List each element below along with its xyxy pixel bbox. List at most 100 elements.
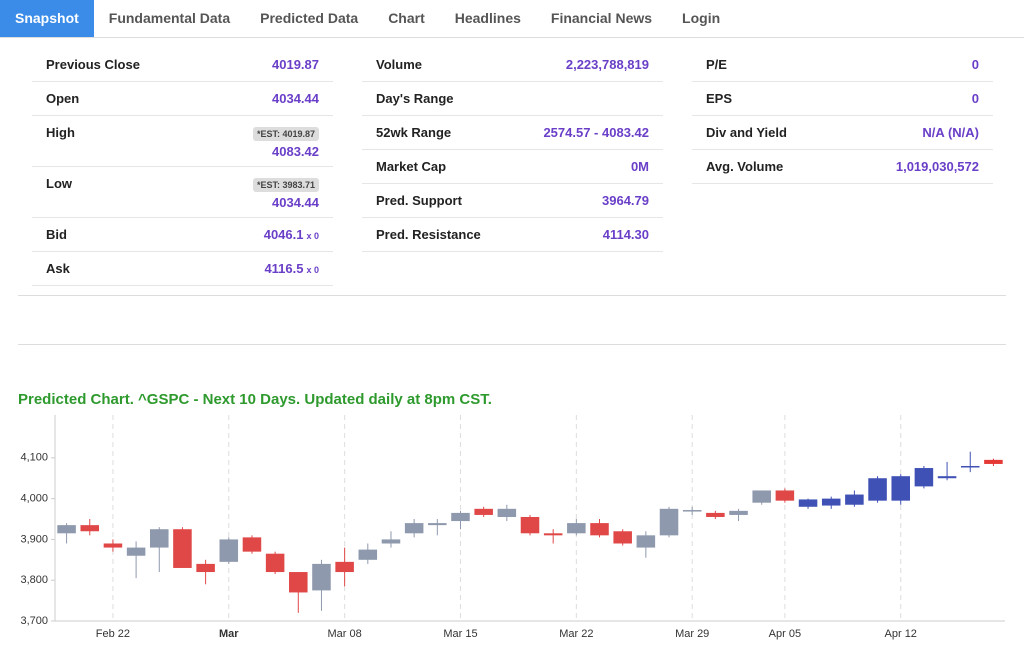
stats-row: Open 4034.44 (32, 82, 333, 116)
value-line: 4116.5 x 0 (264, 261, 319, 276)
stat-value: 1,019,030,572 (895, 159, 979, 174)
stat-value-cell: *EST: 4019.87 4083.42 (252, 125, 319, 159)
x-tick-label: Mar 29 (675, 628, 709, 640)
divider (18, 295, 1006, 296)
value-line: 0 (972, 91, 979, 106)
stat-label: Market Cap (376, 159, 447, 174)
candle-body (729, 510, 748, 515)
value-line: 4114.30 (603, 227, 649, 242)
stat-label: Div and Yield (706, 125, 787, 140)
y-tick-label: 4,100 (20, 452, 48, 464)
candle-body (312, 563, 331, 591)
stat-label: Day's Range (376, 91, 454, 106)
stats-column: Previous Close 4019.87 Open 4034.44 High *EST… (32, 48, 333, 286)
value-line: 2574.57 - 4083.42 (543, 125, 649, 140)
stats-row: Low *EST: 3983.71 4034.44 (32, 167, 333, 218)
stat-label: Ask (46, 261, 70, 276)
candle-body (451, 512, 470, 522)
stat-value-cell: 4114.30 (603, 227, 649, 242)
stat-value: 3964.79 (602, 193, 649, 208)
stat-value: 2574.57 - 4083.42 (543, 125, 649, 140)
candle-body (891, 476, 910, 501)
candle-body (289, 572, 308, 593)
candle-body (474, 508, 493, 515)
tab[interactable]: Snapshot (0, 0, 94, 37)
candle-body (404, 523, 424, 534)
x-tick-label: Apr 12 (885, 628, 917, 640)
stat-value: 4083.42 (272, 144, 319, 159)
estimate-badge: *EST: 3983.71 (252, 178, 319, 192)
tab[interactable]: Financial News (550, 10, 653, 26)
y-tick-label: 3,900 (20, 533, 48, 545)
x-tick-label: Apr 05 (769, 628, 801, 640)
stat-value: 0M (630, 159, 649, 174)
stats-row: Bid 4046.1 x 0 (32, 218, 333, 252)
stat-value: 4046.1 (263, 227, 304, 242)
candle-body (103, 543, 123, 548)
stat-value: 0 (971, 57, 979, 72)
stats-row: Market Cap 0M (362, 150, 663, 184)
stat-label: 52wk Range (376, 125, 452, 140)
candle-body (984, 459, 1003, 464)
stat-value-cell: 0 (972, 57, 979, 72)
value-line: 4083.42 (253, 144, 319, 159)
stat-value-cell: 2,223,788,819 (566, 57, 649, 72)
candle-body (798, 499, 818, 507)
candle-body (937, 476, 957, 479)
stat-value-cell: 0 (972, 91, 979, 106)
tab-bar: Snapshot Fundamental Data Predicted Data Ch… (0, 0, 1024, 38)
estimate-wrap: *EST: 3983.71 (252, 176, 319, 195)
stats-row: Pred. Support 3964.79 (362, 184, 663, 218)
candle-body (914, 468, 934, 487)
stats-row: Ask 4116.5 x 0 (32, 252, 333, 286)
candle-body (613, 531, 632, 544)
x-tick-label: Feb 22 (96, 628, 130, 640)
stats-row: EPS 0 (692, 82, 993, 116)
candle-body (497, 508, 517, 517)
candle-body (57, 525, 76, 534)
stat-value: 4034.44 (272, 195, 319, 210)
value-line: 0 (972, 57, 979, 72)
candle-body (868, 478, 887, 501)
candle-body (126, 547, 146, 556)
size: x 0 (306, 231, 319, 241)
value-line: 2,223,788,819 (566, 57, 649, 72)
tab[interactable]: Login (682, 10, 721, 26)
stat-value: 4034.44 (272, 91, 319, 106)
candle-body (636, 535, 656, 548)
stat-value: N/A (N/A) (922, 125, 979, 140)
stat-value-cell: 3964.79 (602, 193, 649, 208)
candle-body (173, 529, 192, 568)
tab[interactable]: Fundamental Data (108, 10, 231, 26)
tab[interactable]: Predicted Data (260, 10, 359, 26)
candle-body (960, 465, 980, 468)
stat-value: 4116.5 (264, 261, 304, 276)
candle-body (821, 498, 841, 506)
stats-row: High *EST: 4019.87 4083.42 (32, 116, 333, 167)
value-line: 1,019,030,572 (896, 159, 979, 174)
stat-label: Low (46, 176, 72, 191)
value-line: 4034.44 (272, 91, 319, 106)
stat-label: Volume (376, 57, 422, 72)
stats-column: P/E 0 EPS 0 Div and Yield N/A (N/A) Avg. Volum… (692, 48, 993, 286)
stat-label: Pred. Support (376, 193, 462, 208)
value-line: 4034.44 (253, 195, 319, 210)
x-tick-label: Mar 15 (443, 628, 477, 640)
stats-column: Volume 2,223,788,819 Day's Range 52wk Range… (362, 48, 663, 286)
stat-value-cell: *EST: 3983.71 4034.44 (252, 176, 319, 210)
candle-body (567, 523, 586, 534)
tab[interactable]: Chart (388, 10, 425, 26)
candle-body (590, 523, 609, 536)
stat-label: High (46, 125, 75, 140)
candle-body (358, 549, 378, 560)
stat-value: 4114.30 (602, 227, 649, 242)
stat-value: 2,223,788,819 (565, 57, 649, 72)
divider (18, 344, 1006, 345)
candle-body (265, 553, 285, 573)
tab[interactable]: Headlines (454, 10, 521, 26)
stat-value-cell: N/A (N/A) (922, 125, 979, 140)
estimate-badge: *EST: 4019.87 (252, 127, 319, 141)
stats-row: Div and Yield N/A (N/A) (692, 116, 993, 150)
